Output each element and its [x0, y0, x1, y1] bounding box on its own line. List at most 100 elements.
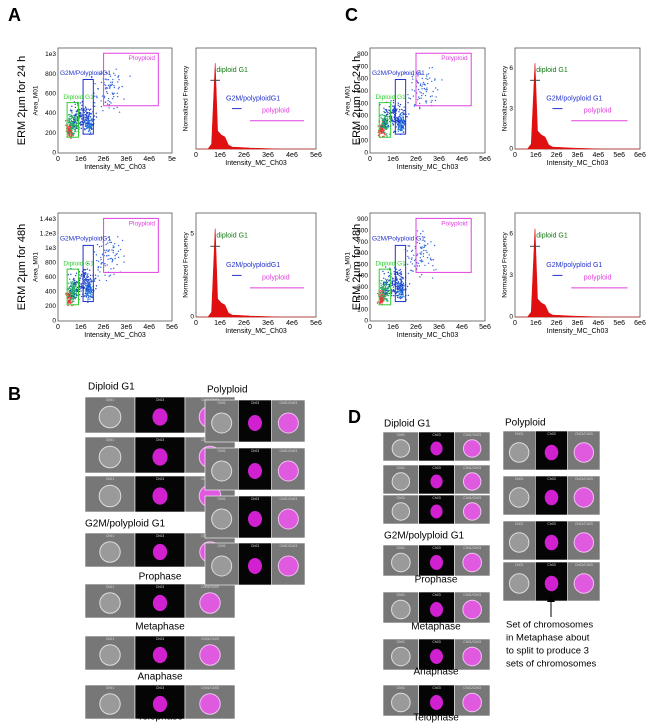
- channel-label: Ch01: [397, 546, 405, 550]
- event-dot: [117, 75, 119, 78]
- channel-label: Ch01/Ch03: [201, 686, 219, 690]
- event-dot: [387, 271, 389, 274]
- cell-overlay: [277, 508, 299, 530]
- gate-label: diploid G1: [216, 233, 248, 240]
- event-dot: [106, 78, 108, 81]
- event-dot: [83, 281, 86, 283]
- event-dot: [106, 87, 109, 89]
- cell-nucleus: [430, 474, 443, 489]
- event-dot: [67, 282, 70, 284]
- event-dot: [382, 286, 384, 289]
- event-dot: [89, 298, 91, 300]
- event-dot: [402, 118, 405, 121]
- event-dot: [84, 291, 87, 293]
- event-dot: [418, 242, 421, 245]
- event-dot: [418, 265, 421, 267]
- event-dot: [78, 290, 81, 293]
- event-dot: [384, 109, 387, 111]
- x-tick-label: 2e6: [98, 324, 110, 331]
- event-dot: [392, 281, 394, 283]
- x-tick-label: 5e6: [166, 324, 178, 331]
- channel-label: Ch03: [251, 449, 259, 453]
- event-dot: [102, 109, 104, 112]
- event-dot: [121, 85, 123, 88]
- channel-label: Ch01: [106, 585, 114, 589]
- event-dot: [395, 126, 397, 128]
- event-dot: [70, 116, 73, 118]
- cell-overlay: [462, 502, 482, 521]
- event-dot: [70, 299, 72, 301]
- event-dot: [76, 113, 78, 115]
- event-dot: [73, 121, 76, 123]
- event-dot: [111, 84, 113, 86]
- event-dot: [110, 81, 112, 83]
- event-dot: [69, 125, 72, 128]
- event-dot: [88, 121, 90, 124]
- event-dot: [414, 104, 416, 106]
- event-dot: [106, 103, 109, 105]
- event-dot: [73, 282, 75, 284]
- event-dot: [396, 286, 399, 288]
- event-dot: [419, 259, 421, 262]
- channel-label: Ch01: [106, 477, 114, 481]
- y-tick-label: 3: [509, 272, 513, 279]
- event-dot: [97, 260, 100, 263]
- event-dot: [112, 72, 115, 75]
- event-dot: [432, 259, 434, 261]
- y-tick-label: 0: [364, 318, 368, 325]
- image-tile: [204, 399, 239, 443]
- x-tick-label: 2e6: [551, 152, 563, 159]
- event-dot: [422, 81, 425, 84]
- x-tick-label: 4e6: [286, 320, 298, 327]
- event-dot: [104, 249, 106, 252]
- event-dot: [411, 82, 413, 84]
- row-label: ERM 2µm for 24 h: [351, 56, 363, 145]
- event-dot: [90, 288, 92, 291]
- event-dot: [421, 246, 423, 248]
- event-dot: [80, 290, 82, 292]
- event-dot: [71, 123, 74, 125]
- event-dot: [73, 277, 75, 280]
- cell-overlay: [573, 532, 595, 553]
- event-dot: [412, 95, 415, 97]
- event-dot: [420, 251, 423, 253]
- event-dot: [387, 287, 390, 290]
- event-dot: [71, 284, 73, 286]
- cell-overlay: [462, 646, 482, 667]
- event-dot: [79, 102, 81, 104]
- event-dot: [379, 298, 382, 301]
- event-dot: [85, 108, 88, 111]
- event-dot: [70, 137, 72, 140]
- channel-label: Ch01: [106, 438, 114, 442]
- event-dot: [85, 277, 87, 280]
- event-dot: [383, 107, 385, 109]
- event-dot: [425, 77, 427, 80]
- event-dot: [402, 276, 404, 279]
- event-dot: [385, 287, 387, 289]
- event-dot: [111, 258, 114, 261]
- event-dot: [75, 274, 77, 277]
- event-dot: [101, 254, 104, 256]
- event-dot: [396, 296, 399, 299]
- event-dot: [433, 79, 436, 81]
- event-dot: [407, 294, 410, 297]
- channel-label: Ch03: [547, 522, 555, 526]
- event-dot: [68, 135, 71, 137]
- event-dot: [388, 109, 390, 111]
- event-dot: [72, 292, 74, 294]
- histogram-shape: [515, 228, 640, 318]
- event-dot: [434, 87, 437, 89]
- cell-brightfield: [391, 552, 411, 573]
- channel-label: Ch03: [432, 546, 440, 550]
- event-dot: [117, 236, 119, 238]
- event-dot: [111, 261, 113, 263]
- y-tick-label: 400: [45, 289, 56, 296]
- x-tick-label: 4e6: [592, 320, 604, 327]
- event-dot: [396, 288, 399, 290]
- gate: [66, 268, 80, 306]
- event-dot: [407, 245, 409, 247]
- event-dot: [75, 293, 78, 296]
- event-dot: [380, 284, 382, 287]
- event-dot: [386, 281, 389, 283]
- event-dot: [115, 253, 117, 256]
